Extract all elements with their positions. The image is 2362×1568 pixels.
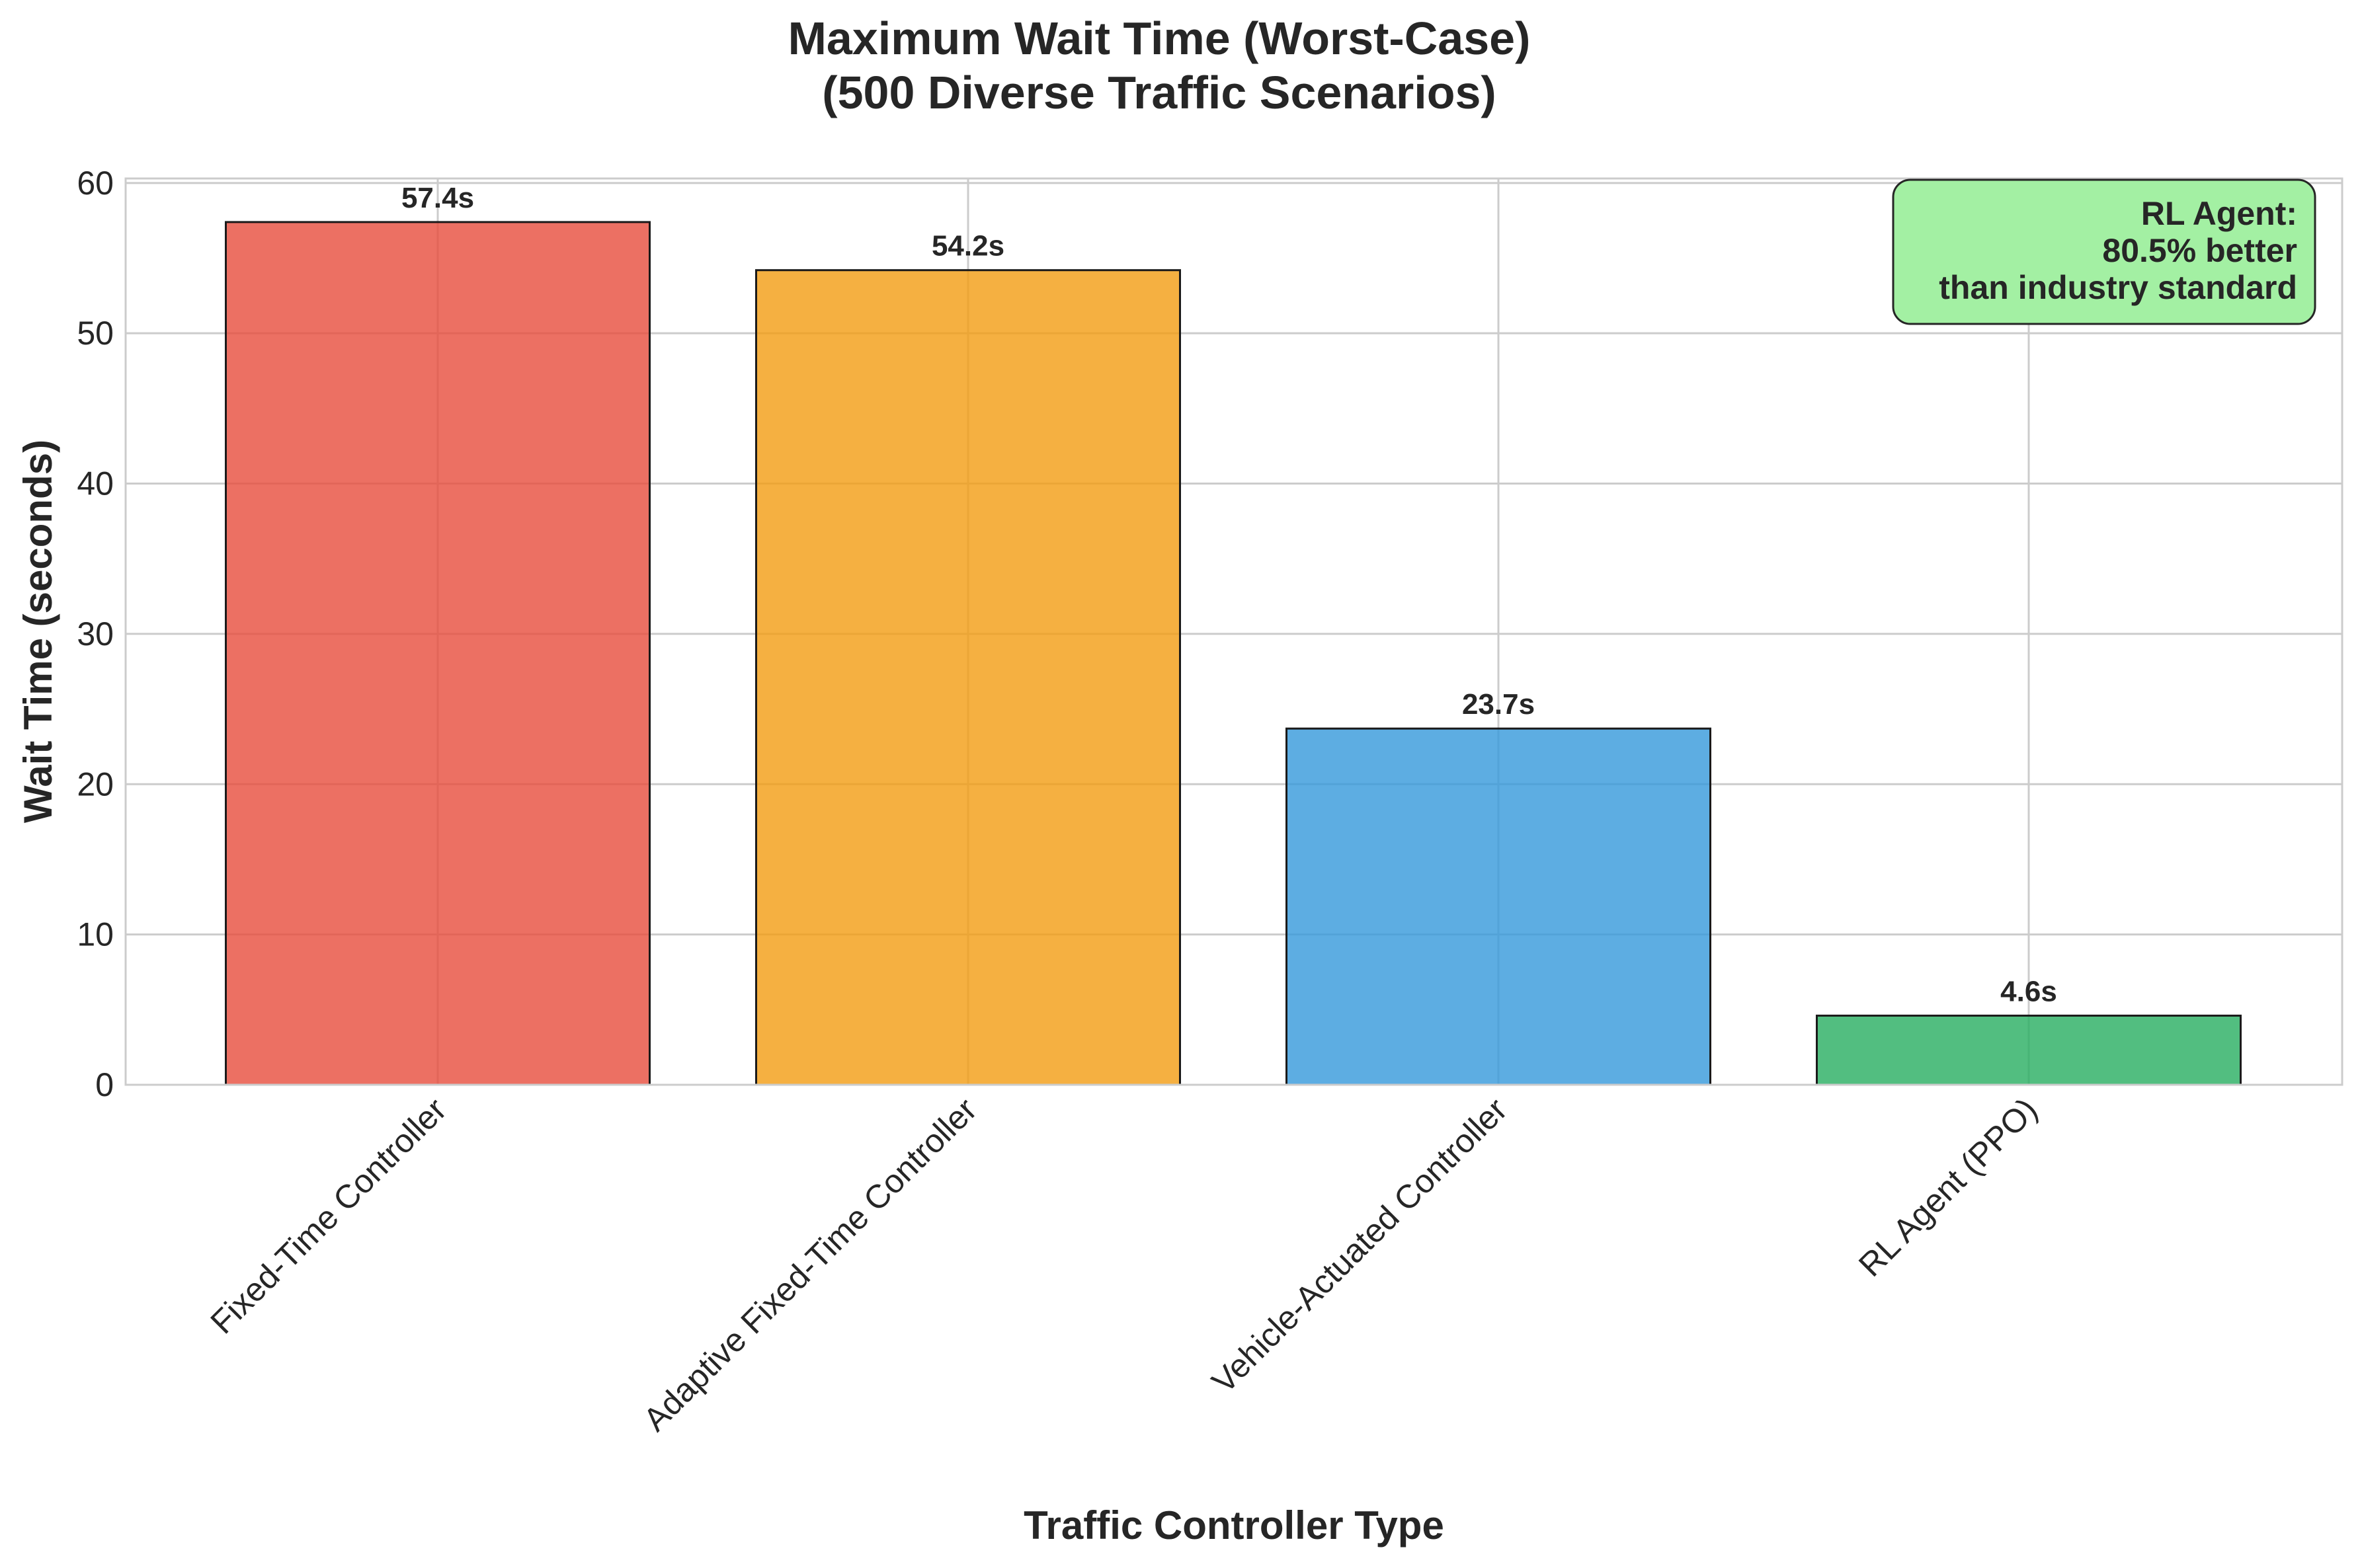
bar [1285, 727, 1711, 1086]
bars [225, 221, 2242, 1086]
plot-frame [124, 177, 2343, 1086]
bar-value-label: 4.6s [2000, 975, 2057, 1007]
y-tick-label: 30 [77, 615, 114, 652]
bar-value-label: 57.4s [401, 182, 474, 214]
bar-value-label: 23.7s [1462, 688, 1535, 721]
bar [1816, 1014, 2242, 1086]
chart-title-line-1: Maximum Wait Time (Worst-Case) [788, 13, 1531, 64]
x-tick-label: RL Agent (PPO) [1852, 1091, 2045, 1284]
x-tick-label: Adaptive Fixed-Time Controller [636, 1091, 984, 1438]
y-tick-label: 20 [77, 765, 114, 803]
y-tick-label: 0 [95, 1066, 114, 1103]
y-tick-label: 60 [77, 165, 114, 202]
y-tick-label: 40 [77, 465, 114, 502]
y-axis-label: Wait Time (seconds) [16, 440, 60, 823]
bar [755, 269, 1181, 1086]
chart-title-line-2: (500 Diverse Traffic Scenarios) [822, 67, 1496, 118]
y-tick-label: 50 [77, 315, 114, 352]
annotation-line-1: RL Agent: [2141, 195, 2297, 232]
x-tick-label: Vehicle-Actuated Controller [1205, 1091, 1514, 1400]
annotation-background [1892, 178, 2316, 325]
bar [225, 221, 651, 1086]
x-axis-ticks: Fixed-Time Controller Adaptive Fixed-Time… [204, 1091, 2045, 1438]
annotation-line-2: 80.5% better [2102, 232, 2297, 269]
y-tick-label: 10 [77, 916, 114, 953]
y-axis-ticks: 0 10 20 30 40 50 60 [77, 165, 114, 1103]
data-labels: 57.4s 54.2s 23.7s 4.6s [401, 182, 2057, 1007]
annotation-line-3: than industry standard [1939, 269, 2297, 306]
x-axis-label: Traffic Controller Type [1024, 1503, 1444, 1548]
bar-value-label: 54.2s [932, 230, 1004, 262]
x-tick-label: Fixed-Time Controller [204, 1091, 454, 1341]
annotation-box: RL Agent: 80.5% better than industry sta… [1892, 178, 2316, 325]
